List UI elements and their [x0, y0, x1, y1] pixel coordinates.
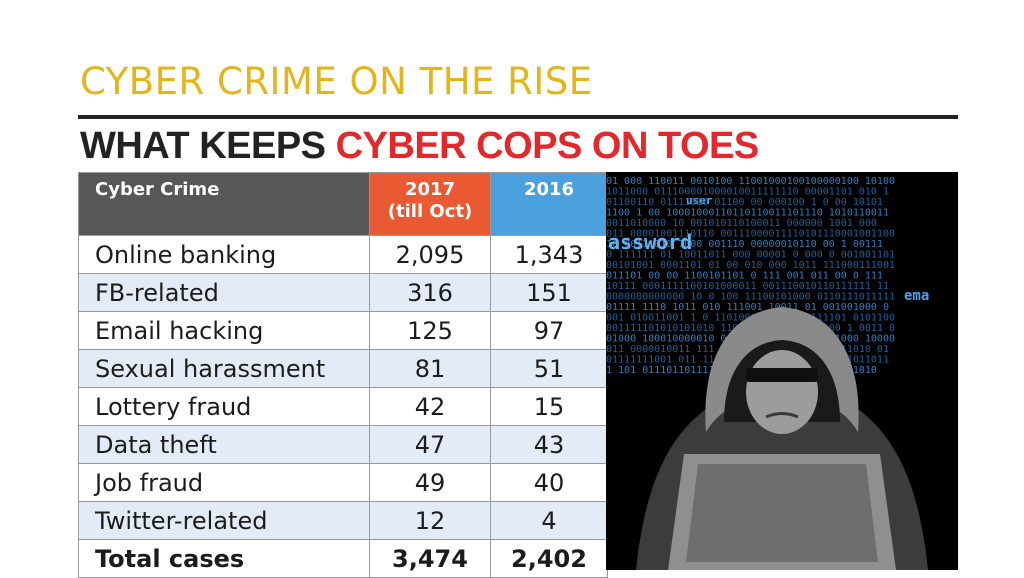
value-2016: 51 [490, 349, 608, 388]
binary-row: 0 111111 01 10011011 000 00001 0 000 0 0… [606, 250, 895, 261]
word-user: user [686, 194, 713, 207]
mouth-icon [765, 412, 799, 419]
table-row: Job fraud 49 40 [78, 463, 608, 502]
crime-name: Lottery fraud [78, 387, 370, 426]
total-label: Total cases [78, 539, 370, 578]
crime-name: Email hacking [78, 311, 370, 350]
binary-row: 01111 1110 1011 010 111001 10011 01 0010… [606, 302, 889, 313]
word-password: assword [608, 230, 692, 254]
table-row: Sexual harassment 81 51 [78, 349, 608, 388]
table-row: FB-related 316 151 [78, 273, 608, 312]
hacker-svg: 01 000 110011 0010100 110010001001000001… [606, 176, 929, 570]
value-2017: 2,095 [369, 235, 491, 274]
total-2017: 3,474 [369, 539, 491, 578]
table-row: Online banking 2,095 1,343 [78, 235, 608, 274]
value-2016: 97 [490, 311, 608, 350]
table-header-row: Cyber Crime 2017 (till Oct) 2016 [78, 172, 608, 236]
binary-row: 0000000000000 10 0 100 11100101000 01101… [606, 292, 895, 303]
crime-table: Cyber Crime 2017 (till Oct) 2016 Online … [78, 172, 608, 578]
value-2016: 40 [490, 463, 608, 502]
laptop-lid [686, 464, 878, 562]
value-2016: 4 [490, 501, 608, 540]
value-2016: 151 [490, 273, 608, 312]
header-cyber-crime: Cyber Crime [78, 172, 370, 236]
headline: WHAT KEEPS CYBER COPS ON TOES [80, 124, 759, 168]
value-2017: 42 [369, 387, 491, 426]
value-2016: 43 [490, 425, 608, 464]
binary-row: 011 00001001110110 001110000111101011100… [606, 229, 895, 240]
hooded-hacker-illustration: 01 000 110011 0010100 110010001001000001… [606, 172, 958, 570]
binary-row: 1011000 011100001000010011111110 0000110… [606, 187, 889, 198]
crime-name: Data theft [78, 425, 370, 464]
value-2016: 1,343 [490, 235, 608, 274]
table-row: Email hacking 125 97 [78, 311, 608, 350]
value-2017: 47 [369, 425, 491, 464]
headline-dark-text: WHAT KEEPS [80, 125, 336, 167]
crime-name: Job fraud [78, 463, 370, 502]
value-2017: 316 [369, 273, 491, 312]
crime-name: Twitter-related [78, 501, 370, 540]
binary-row: 0011010000 10 001010110100011 000000 100… [606, 218, 877, 229]
crime-name: Sexual harassment [78, 349, 370, 388]
value-2017: 49 [369, 463, 491, 502]
table-row: Data theft 47 43 [78, 425, 608, 464]
header-2016: 2016 [490, 172, 608, 236]
face-icon [746, 350, 818, 434]
slide-title: CYBER CRIME ON THE RISE [80, 60, 593, 103]
headline-red-text: CYBER COPS ON TOES [335, 125, 760, 167]
value-2017: 125 [369, 311, 491, 350]
table-row: Twitter-related 12 4 [78, 501, 608, 540]
value-2017: 81 [369, 349, 491, 388]
header-2017-year: 2017 [404, 179, 456, 200]
binary-row: 10111 0001111100101000011 00111001011011… [606, 281, 889, 292]
crime-name: Online banking [78, 235, 370, 274]
word-email: ema [904, 288, 929, 304]
table-row: Lottery fraud 42 15 [78, 387, 608, 426]
binary-row: 01100110 01111010 01100 00 000100 1 0 00… [606, 197, 883, 208]
value-2016: 15 [490, 387, 608, 426]
total-2016: 2,402 [490, 539, 608, 578]
sunglasses-icon [746, 368, 818, 382]
binary-row: 1100 1 00 10001000110110110011101110 101… [606, 208, 889, 219]
binary-row: 01 000 110011 0010100 110010001001000001… [606, 176, 895, 187]
binary-row: 10 00111010 1000 001110 00000010110 00 1… [606, 239, 883, 250]
crime-name: FB-related [78, 273, 370, 312]
table-total-row: Total cases 3,474 2,402 [78, 539, 608, 578]
binary-row: 00101001 0001101 01 00 010 000 1011 1110… [606, 260, 895, 271]
value-2017: 12 [369, 501, 491, 540]
cyber-crime-table: Cyber Crime 2017 (till Oct) 2016 Online … [78, 172, 608, 578]
header-2017-note: (till Oct) [387, 201, 473, 222]
divider-rule [78, 115, 958, 119]
header-2017: 2017 (till Oct) [369, 172, 491, 236]
binary-row: 011101 00 00 1100101101 0 111 001 011 00… [606, 271, 883, 282]
